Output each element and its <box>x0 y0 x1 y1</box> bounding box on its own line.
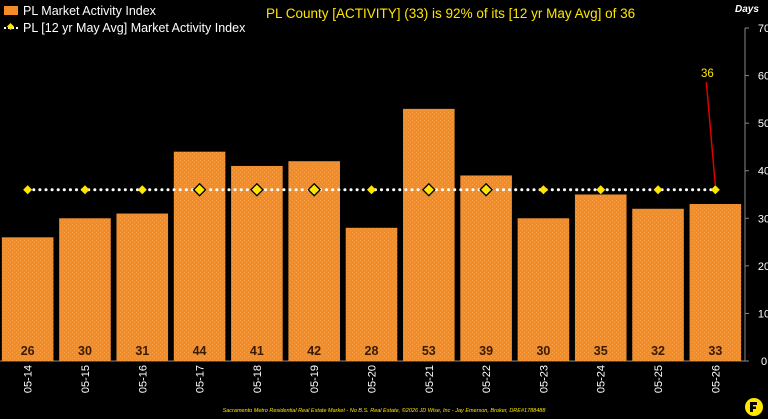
average-marker-05-21 <box>421 182 436 197</box>
average-marker-05-26 <box>710 185 720 195</box>
average-marker-05-19 <box>307 182 322 197</box>
x-tick-label: 05-16 <box>137 365 149 393</box>
bar-value-label: 44 <box>193 344 207 358</box>
y-tick-label: 20 <box>758 261 768 273</box>
legend-entry-bars: PL Market Activity Index <box>4 2 245 19</box>
bar-05-15 <box>59 218 111 361</box>
average-marker-05-15 <box>80 185 90 195</box>
bar-05-18 <box>231 165 283 361</box>
average-marker-05-22 <box>479 182 494 197</box>
bar-value-label: 39 <box>479 344 493 358</box>
x-tick-label: 05-20 <box>367 365 379 393</box>
bar-value-label: 32 <box>651 344 665 358</box>
bar-value-label: 30 <box>536 344 550 358</box>
average-marker-05-18 <box>249 182 264 197</box>
brand-logo-icon <box>745 398 763 416</box>
bar-value-label: 26 <box>21 344 35 358</box>
legend-entry-average: PL [12 yr May Avg] Market Activity Index <box>4 19 245 36</box>
bar-05-20 <box>345 227 398 361</box>
footer-credit: Sacramento Metro Residential Real Estate… <box>222 408 546 414</box>
average-marker-05-17 <box>192 182 207 197</box>
bar-05-21 <box>403 108 455 361</box>
average-marker-05-25 <box>653 185 663 195</box>
y-tick-label: 70 <box>758 23 768 35</box>
x-tick-label: 05-15 <box>80 365 92 393</box>
bar-value-label: 28 <box>365 344 379 358</box>
bar-05-24 <box>574 194 627 361</box>
y-tick-label: 50 <box>758 118 768 130</box>
x-axis-ticks: 05-14 05-15 05-16 05-17 05-18 05-19 05-20 05-21… <box>23 365 723 393</box>
average-marker-05-23 <box>538 185 548 195</box>
y-axis-ticks: 0 10 20 30 40 50 60 70 <box>745 23 768 368</box>
bar-value-label: 35 <box>594 344 608 358</box>
bar-value-label: 33 <box>708 344 722 358</box>
bar-05-22 <box>460 175 512 361</box>
bars <box>1 108 742 361</box>
legend-line-swatch <box>4 23 18 32</box>
y-tick-label: 60 <box>758 71 768 83</box>
average-marker-05-14 <box>23 185 33 195</box>
bar-value-label: 53 <box>422 344 436 358</box>
average-series <box>23 182 720 197</box>
x-tick-label: 05-18 <box>252 365 264 393</box>
bar-data-labels: 26 30 31 44 41 42 28 53 39 30 35 32 33 <box>21 344 723 358</box>
x-tick-label: 05-17 <box>195 365 207 393</box>
legend-line-label: PL [12 yr May Avg] Market Activity Index <box>23 20 246 35</box>
chart-headline: PL County [ACTIVITY] (33) is 92% of its … <box>266 6 636 21</box>
bar-value-label: 41 <box>250 344 264 358</box>
legend-bar-label: PL Market Activity Index <box>23 3 156 18</box>
bar-05-23 <box>517 218 570 361</box>
average-marker-05-16 <box>137 185 147 195</box>
x-tick-label: 05-23 <box>538 365 550 393</box>
callout-label: 36 <box>701 68 714 80</box>
callout-line <box>705 81 717 186</box>
y-tick-label: 30 <box>758 213 768 225</box>
x-tick-label: 05-14 <box>23 365 35 393</box>
x-tick-label: 05-25 <box>653 365 665 393</box>
bar-value-label: 42 <box>307 344 321 358</box>
callout: 36 <box>701 68 717 186</box>
x-tick-label: 05-22 <box>481 365 493 393</box>
average-marker-05-24 <box>596 185 606 195</box>
y-axis-unit-label: Days <box>735 4 759 15</box>
y-tick-label: 40 <box>758 166 768 178</box>
y-tick-label: 0 <box>761 356 767 368</box>
bar-value-label: 31 <box>135 344 149 358</box>
legend-bar-swatch <box>4 6 18 15</box>
x-tick-label: 05-24 <box>596 365 608 393</box>
x-tick-label: 05-21 <box>424 365 436 393</box>
bar-05-26 <box>689 204 742 361</box>
y-tick-label: 10 <box>758 308 768 320</box>
bar-value-label: 30 <box>78 344 92 358</box>
legend: PL Market Activity Index PL [12 yr May A… <box>4 2 245 36</box>
x-tick-label: 05-19 <box>309 365 321 393</box>
x-tick-label: 05-26 <box>710 365 722 393</box>
average-marker-05-20 <box>367 185 376 195</box>
bar-05-16 <box>116 213 169 361</box>
bar-05-14 <box>1 237 54 361</box>
bar-05-25 <box>632 208 684 361</box>
